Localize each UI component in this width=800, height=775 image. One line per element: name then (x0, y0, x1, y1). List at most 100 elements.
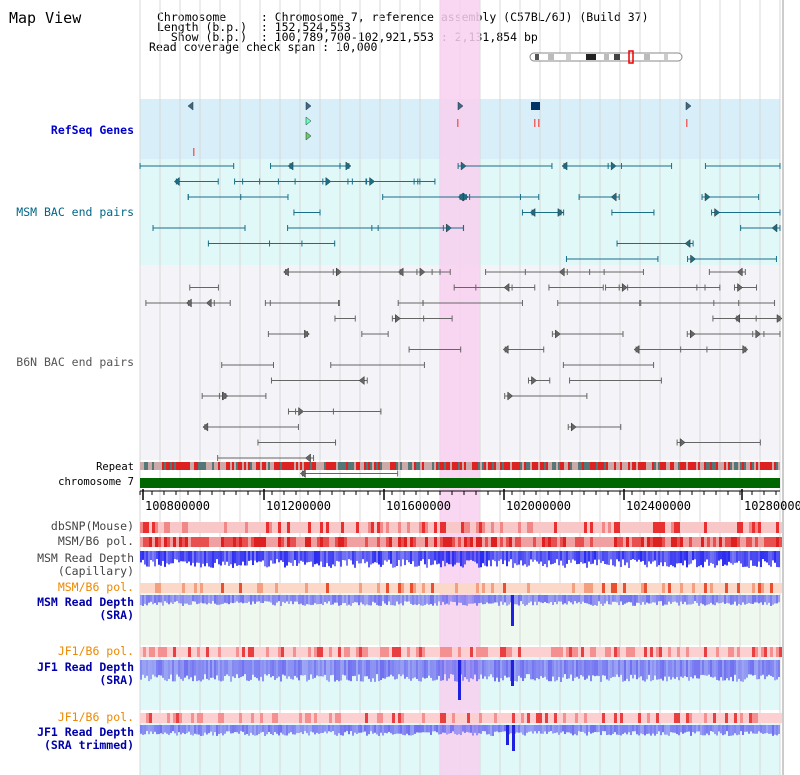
repeat-cell (560, 462, 562, 470)
dbsnp-cell (443, 522, 446, 533)
msm-pol-cell (710, 537, 713, 547)
repeat-cell (694, 462, 696, 470)
msm-sra-depth-bar (558, 595, 560, 602)
msm-pol-cell (398, 537, 401, 547)
msm-pol-cell (611, 537, 614, 547)
jf1-sra-depth-bar (546, 660, 548, 680)
jf1-trim-depth-bar (536, 725, 538, 734)
jf1-pol-cell (578, 647, 581, 657)
jf1-pol-cell (422, 647, 425, 657)
msm-pol2-cell (206, 583, 209, 593)
jf1-trim-depth-bar (162, 725, 164, 735)
jf1-trim-depth-bar (492, 725, 494, 736)
dbsnp-cell (590, 522, 593, 533)
msm-pol2-cell (485, 583, 488, 593)
ruler-tick-label: 10280000 (744, 499, 800, 513)
msm-pol2-cell (236, 583, 239, 593)
msm-cap-depth-bar (188, 551, 190, 562)
msm-pol-cell (545, 537, 548, 547)
jf1-trim-depth-bar (318, 725, 320, 734)
jf1-pol-cell (689, 647, 692, 657)
jf1-pol-cell (464, 647, 467, 657)
msm-pol-cell (632, 537, 635, 547)
msm-sra-depth-bar (312, 595, 314, 605)
jf1-trim-depth-bar (234, 725, 236, 733)
repeat-cell (308, 462, 310, 470)
jf1-pol-cell (674, 647, 677, 657)
jf1-sra-depth-bar (300, 660, 302, 676)
msm-pol-cell (503, 537, 506, 547)
msm-sra-depth-bar (350, 595, 352, 606)
jf1-sra-depth-bar (352, 660, 354, 677)
msm-pol-cell (659, 537, 662, 547)
repeat-cell (638, 462, 640, 470)
msm-sra-depth-bar (550, 595, 552, 603)
jf1-b6-pol-label[interactable]: JF1/B6 pol. (57, 644, 134, 658)
b6n-pair-arrow-icon (304, 329, 310, 339)
jf1-sra-depth-bar (392, 660, 394, 677)
repeat-cell (346, 462, 348, 470)
dbsnp-cell (170, 522, 173, 533)
msm-cap-depth-bar (172, 551, 174, 564)
jf1-b6-pol-2-label[interactable]: JF1/B6 pol. (57, 710, 134, 724)
jf1-trim-depth-bar (612, 725, 614, 734)
msm-sra-depth-bar (180, 595, 182, 604)
jf1-pol2-cell (236, 713, 239, 723)
msm-pol2-cell (320, 583, 323, 593)
msm-pol-cell (194, 537, 197, 547)
msm-pol2-cell (674, 583, 677, 593)
msm-depth-capillary-label[interactable]: MSM Read Depth (Capillary) (37, 551, 134, 578)
jf1-pol2-cell (215, 713, 218, 723)
jf1-pol-cell (317, 647, 320, 657)
msm-cap-depth-bar (546, 551, 548, 568)
jf1-pol2-cell (365, 713, 368, 723)
dbsnp-cell (251, 522, 254, 533)
msm-cap-depth-bar (268, 551, 270, 567)
msm-cap-depth-bar (600, 551, 602, 563)
jf1-trim-depth-bar (208, 725, 210, 734)
msm-cap-depth-bar (178, 551, 180, 563)
refseq-genes-label[interactable]: RefSeq Genes (50, 123, 134, 137)
jf1-trim-depth-bar (732, 725, 734, 736)
msm-b6-pol-2-label[interactable]: MSM/B6 pol. (57, 580, 134, 594)
msm-sra-depth-bar (696, 595, 698, 603)
msm-cap-depth-bar (148, 551, 150, 567)
dbsnp-cell (701, 522, 704, 533)
jf1-sra-depth-bar (198, 660, 200, 681)
jf1-trim-depth-bar (230, 725, 232, 734)
msm-sra-depth-bar (486, 595, 488, 603)
jf1-sra-depth-bar (288, 660, 290, 677)
msm-pol-cell (506, 537, 509, 547)
jf1-pol-cell (188, 647, 191, 657)
msm-pol2-cell (566, 583, 569, 593)
jf1-depth-trimmed-label[interactable]: JF1 Read Depth (SRA trimmed) (37, 725, 134, 752)
msm-pol-cell (326, 537, 329, 547)
msm-b6-pol-label[interactable]: MSM/B6 pol. (57, 534, 134, 548)
msm-pol-cell (548, 537, 551, 547)
jf1-trim-depth-bar (368, 725, 370, 735)
msm-pol-cell (581, 537, 584, 547)
jf1-sra-depth-bar (142, 660, 144, 675)
msm-pol-cell (674, 537, 677, 547)
msm-pol-cell (323, 537, 326, 547)
msm-depth-sra-label[interactable]: MSM Read Depth (SRA) (37, 595, 134, 622)
jf1-trim-depth-bar (262, 725, 264, 732)
dbsnp-label[interactable]: dbSNP(Mouse) (50, 519, 134, 533)
jf1-pol2-cell (590, 713, 593, 723)
jf1-sra-depth-bar (706, 660, 708, 676)
msm-sra-depth-bar (254, 595, 256, 604)
jf1-trim-depth-bar (624, 725, 626, 733)
b6n-bac-label[interactable]: B6N BAC end pairs (16, 355, 134, 369)
jf1-pol-cell (707, 647, 710, 657)
jf1-trim-depth-bar (168, 725, 170, 735)
jf1-pol2-cell (779, 713, 782, 723)
jf1-sra-depth-bar (406, 660, 408, 677)
msm-sra-depth-bar (336, 595, 338, 603)
jf1-depth-sra-label[interactable]: JF1 Read Depth (SRA) (37, 660, 134, 687)
msm-bac-label[interactable]: MSM BAC end pairs (16, 205, 134, 219)
msm-pol-cell (608, 537, 611, 547)
msm-pol2-cell (530, 583, 533, 593)
msm-cap-depth-bar (220, 551, 222, 566)
msm-cap-depth-bar (556, 551, 558, 560)
